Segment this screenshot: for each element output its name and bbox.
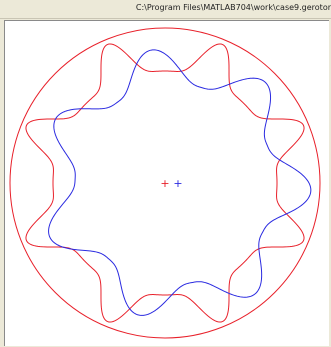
gerotor-plot: + + [9, 27, 321, 339]
housing-circle [9, 27, 321, 339]
title-bar: C:\Program Files\MATLAB704\work\case9.ge… [0, 0, 331, 19]
outer-center-marker: + [160, 177, 169, 190]
inner-rotor-profile [48, 49, 312, 316]
window-title: C:\Program Files\MATLAB704\work\case9.ge… [135, 3, 331, 12]
inner-center-marker: + [173, 177, 182, 190]
plot-area: + + [4, 20, 329, 346]
